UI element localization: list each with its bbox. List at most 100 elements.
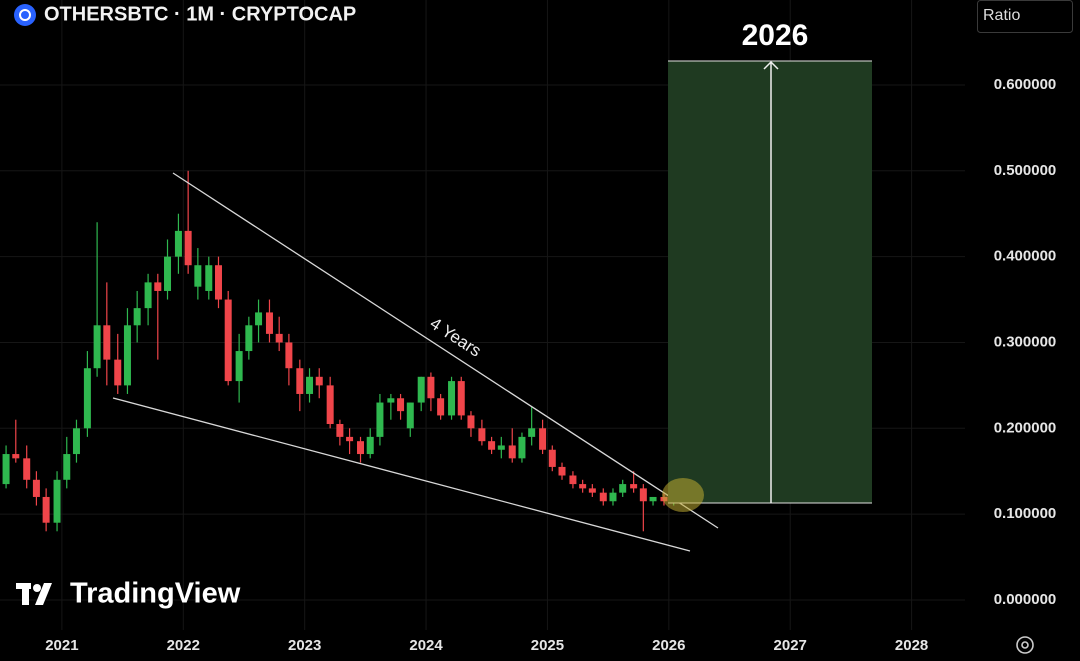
candle-body — [437, 398, 445, 416]
candle-body — [599, 492, 607, 502]
candle-body — [144, 282, 152, 309]
candle-body — [326, 385, 334, 425]
candle-body — [296, 368, 304, 394]
candle-body — [448, 381, 456, 416]
x-tick-label: 2028 — [895, 637, 928, 654]
candle-body — [2, 454, 10, 485]
scale-button[interactable] — [977, 0, 1073, 33]
symbol-icon — [14, 4, 36, 26]
candle-body — [285, 342, 293, 369]
candle-body — [83, 368, 91, 429]
candle-body — [275, 333, 283, 343]
candle-body — [32, 479, 40, 497]
y-tick-label: 0.000000 — [994, 591, 1057, 608]
candle-body — [619, 484, 627, 493]
candle-body — [194, 265, 202, 287]
brand-name: TradingView — [70, 578, 241, 610]
x-tick-label: 2021 — [45, 637, 78, 654]
candle-body — [336, 424, 344, 437]
candle-body — [397, 398, 405, 412]
candles — [2, 170, 687, 532]
brand-logo — [16, 583, 52, 605]
candle-body — [346, 436, 354, 442]
logo-part — [35, 583, 52, 605]
candle-body — [497, 445, 505, 450]
y-tick-label: 0.300000 — [994, 333, 1057, 350]
target-label: 2026 — [742, 19, 809, 52]
candle-body — [224, 299, 232, 382]
candle-body — [205, 265, 213, 291]
x-tick-label: 2024 — [409, 637, 443, 654]
candle-body — [72, 428, 80, 455]
candle-body — [265, 312, 273, 334]
candle-body — [579, 484, 587, 489]
candle-body — [558, 466, 566, 476]
logo-part — [33, 584, 41, 592]
candle-body — [528, 428, 536, 437]
candle-body — [315, 376, 323, 386]
candle-body — [306, 376, 314, 394]
candle-body — [154, 282, 162, 291]
candle-body — [488, 441, 496, 450]
x-tick-label: 2027 — [774, 637, 807, 654]
candle-body — [417, 376, 425, 403]
candle-body — [569, 475, 577, 485]
target-arrowhead — [763, 60, 779, 70]
lower-trendline — [112, 397, 691, 552]
candle-body — [63, 454, 71, 480]
x-tick-label: 2022 — [167, 637, 200, 654]
candle-body — [387, 398, 395, 403]
settings-button[interactable] — [1016, 636, 1034, 654]
candle-body — [123, 325, 131, 386]
y-tick-label: 0.100000 — [994, 505, 1057, 522]
y-tick-label: 0.600000 — [994, 76, 1057, 93]
scale-label: Ratio — [983, 7, 1020, 24]
candle-body — [478, 428, 486, 442]
candle-body — [548, 449, 556, 467]
candle-body — [235, 351, 243, 382]
candle-body — [518, 436, 526, 459]
candle-body — [406, 402, 414, 429]
candle-body — [609, 492, 617, 502]
candle-body — [214, 265, 222, 300]
upper-trendline — [172, 172, 719, 529]
candle-body — [366, 436, 374, 455]
candle-body — [164, 256, 172, 291]
x-tick-label: 2025 — [531, 637, 564, 654]
candle-body — [630, 484, 638, 489]
candle-body — [457, 381, 465, 416]
target-zone — [668, 61, 872, 503]
candle-body — [588, 488, 596, 493]
y-tick-label: 0.500000 — [994, 162, 1057, 179]
candle-body — [357, 441, 365, 455]
candle-body — [12, 454, 20, 459]
candle-body — [93, 325, 101, 369]
candle-body — [639, 488, 647, 502]
candle-body — [103, 325, 111, 360]
candle-body — [23, 458, 31, 480]
candle-body — [539, 428, 547, 450]
candle-body — [174, 230, 182, 257]
candle-body — [467, 415, 475, 429]
logo-part — [22, 583, 29, 605]
candle-body — [508, 445, 516, 459]
breakout-highlight — [662, 478, 704, 512]
x-tick-label: 2023 — [288, 637, 321, 654]
symbol-icon-ring — [19, 9, 31, 21]
candle-body — [184, 230, 192, 266]
x-tick-label: 2026 — [652, 637, 685, 654]
candle-body — [133, 308, 141, 326]
candle-body — [53, 479, 61, 523]
chart-title: OTHERSBTC · 1M · CRYPTOCAP — [44, 3, 356, 25]
candle-body — [649, 496, 657, 502]
y-tick-label: 0.200000 — [994, 419, 1057, 436]
candle-body — [114, 359, 122, 386]
candle-body — [245, 325, 253, 352]
candle-body — [42, 496, 50, 523]
candle-body — [376, 402, 384, 437]
candle-body — [255, 312, 263, 326]
y-tick-label: 0.400000 — [994, 248, 1057, 265]
candle-body — [427, 376, 435, 399]
